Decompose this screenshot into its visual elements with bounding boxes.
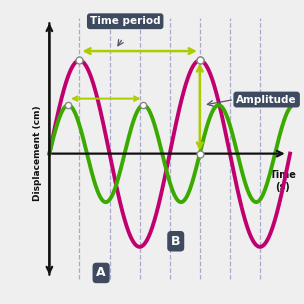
Text: A: A (96, 266, 106, 279)
Text: Amplitude: Amplitude (236, 95, 297, 105)
Text: Time period: Time period (90, 16, 161, 26)
Text: Time
(s): Time (s) (269, 171, 296, 192)
Text: B: B (171, 235, 181, 248)
Text: Displacement (cm): Displacement (cm) (33, 106, 42, 202)
